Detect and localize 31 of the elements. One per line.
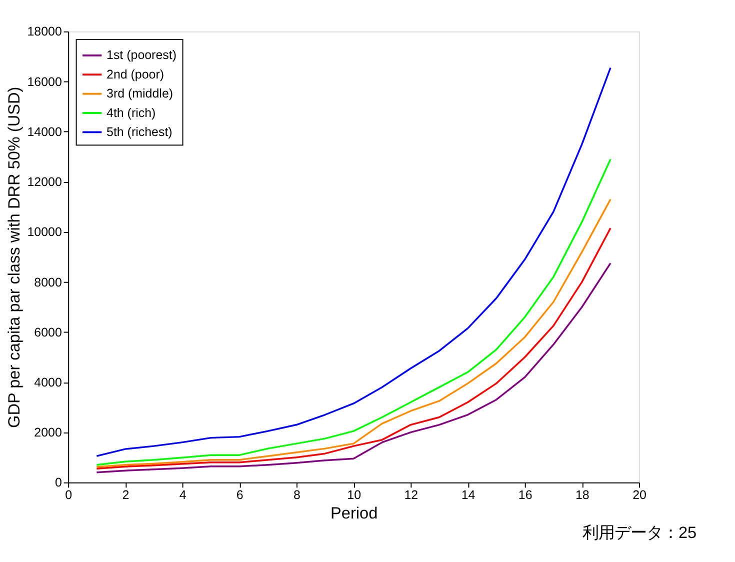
- legend-label: 1st (poorest): [106, 48, 177, 62]
- y-tick-label: 0: [54, 476, 62, 490]
- legend-label: 5th (richest): [106, 125, 172, 140]
- y-axis-title: GDP per capita par class with DRR 50% (USD): [6, 86, 24, 428]
- x-tick-label: 10: [347, 488, 362, 502]
- x-tick-label: 4: [179, 488, 186, 502]
- x-tick-label: 18: [575, 488, 590, 502]
- x-tick-label: 12: [404, 488, 418, 502]
- text: 利用データ：25: [582, 524, 697, 542]
- y-tick-label: 2000: [34, 426, 62, 440]
- x-tick-label: 20: [632, 488, 647, 502]
- y-tick-label: 14000: [27, 124, 62, 139]
- x-tick-label: 8: [294, 488, 301, 502]
- x-axis-title: Period: [330, 504, 378, 522]
- legend-label: 3rd (middle): [106, 86, 174, 101]
- legend-label: 4th (rich): [106, 106, 156, 120]
- x-tick-label: 6: [236, 488, 244, 502]
- x-tick-label: 0: [65, 488, 72, 502]
- y-tick-label: 10000: [27, 225, 62, 240]
- line-series: [96, 66, 612, 457]
- x-tick-label: 16: [518, 488, 532, 502]
- x-tick-label: 2: [122, 488, 130, 502]
- line-series: [96, 262, 612, 474]
- y-tick-label: 16000: [27, 74, 62, 89]
- y-tick-label: 6000: [34, 325, 62, 340]
- legend-label: 2nd (poor): [106, 67, 164, 82]
- y-tick-label: 18000: [27, 24, 62, 39]
- y-tick-label: 4000: [34, 376, 62, 390]
- x-tick-label: 14: [461, 488, 476, 502]
- y-tick-label: 8000: [34, 275, 62, 290]
- y-tick-label: 12000: [27, 175, 62, 190]
